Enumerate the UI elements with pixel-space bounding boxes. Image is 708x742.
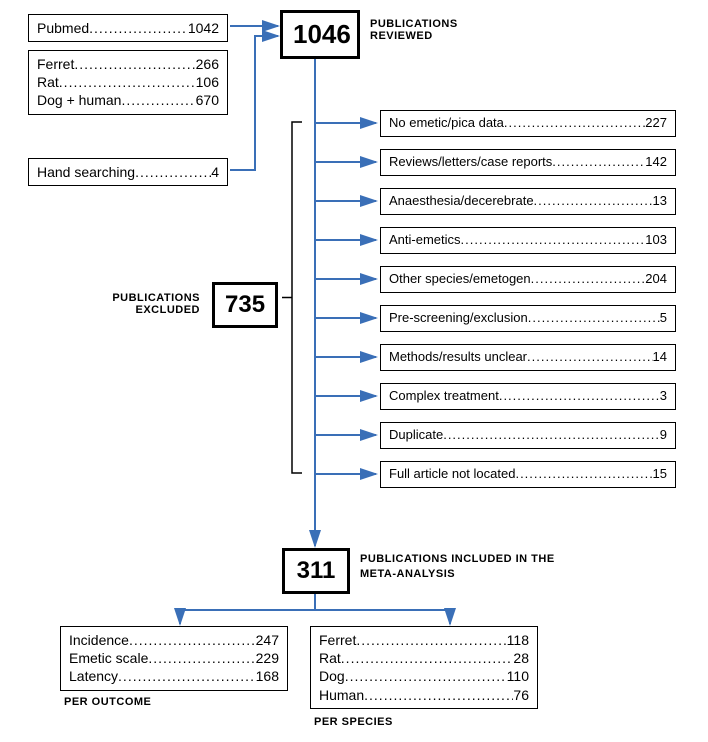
exclusion-reason-box: Anaesthesia/decerebrate.................… xyxy=(380,188,676,215)
source-pubmed-box: Pubmed..................................… xyxy=(28,14,228,42)
per-species-row: Human...................................… xyxy=(319,686,529,704)
per-species-row: Dog.....................................… xyxy=(319,667,529,685)
exclusion-reason-box: Full article not located................… xyxy=(380,461,676,488)
per-species-box: Ferret..................................… xyxy=(310,626,538,709)
excluded-label: PUBLICATIONS EXCLUDED xyxy=(100,292,200,316)
exclusion-reason-box: Methods/results unclear.................… xyxy=(380,344,676,371)
exclusion-reason-box: Complex treatment.......................… xyxy=(380,383,676,410)
source-sub-row: Rat.....................................… xyxy=(37,73,219,91)
reviewed-count: 1046 xyxy=(293,19,351,49)
exclusion-reason-box: No emetic/pica data.....................… xyxy=(380,110,676,137)
per-outcome-box: Incidence...............................… xyxy=(60,626,288,691)
source-sub-row: Dog + human.............................… xyxy=(37,91,219,109)
per-species-row: Ferret..................................… xyxy=(319,631,529,649)
exclusion-reason-box: Reviews/letters/case reports............… xyxy=(380,149,676,176)
exclusion-reason-box: Pre-screening/exclusion.................… xyxy=(380,305,676,332)
source-subqueries-box: Ferret..................................… xyxy=(28,50,228,115)
per-outcome-label: PER OUTCOME xyxy=(64,696,151,708)
excluded-count-box: 735 xyxy=(212,282,278,328)
source-sub-row: Ferret..................................… xyxy=(37,55,219,73)
per-species-row: Rat.....................................… xyxy=(319,649,529,667)
excluded-count: 735 xyxy=(225,291,265,318)
included-count-box: 311 xyxy=(282,548,350,594)
per-outcome-row: Incidence...............................… xyxy=(69,631,279,649)
exclusion-reason-box: Anti-emetics............................… xyxy=(380,227,676,254)
included-count: 311 xyxy=(297,557,336,584)
included-label: PUBLICATIONS INCLUDED IN THE META-ANALYS… xyxy=(360,552,570,583)
exclusion-reason-box: Duplicate...............................… xyxy=(380,422,676,449)
reviewed-count-box: 1046 xyxy=(280,10,360,59)
exclusion-reason-box: Other species/emetogen..................… xyxy=(380,266,676,293)
per-species-label: PER SPECIES xyxy=(314,716,393,728)
source-hand-box: Hand searching..........................… xyxy=(28,158,228,186)
reviewed-label: PUBLICATIONS REVIEWED xyxy=(370,18,520,42)
per-outcome-row: Latency.................................… xyxy=(69,667,279,685)
per-outcome-row: Emetic scale............................… xyxy=(69,649,279,667)
